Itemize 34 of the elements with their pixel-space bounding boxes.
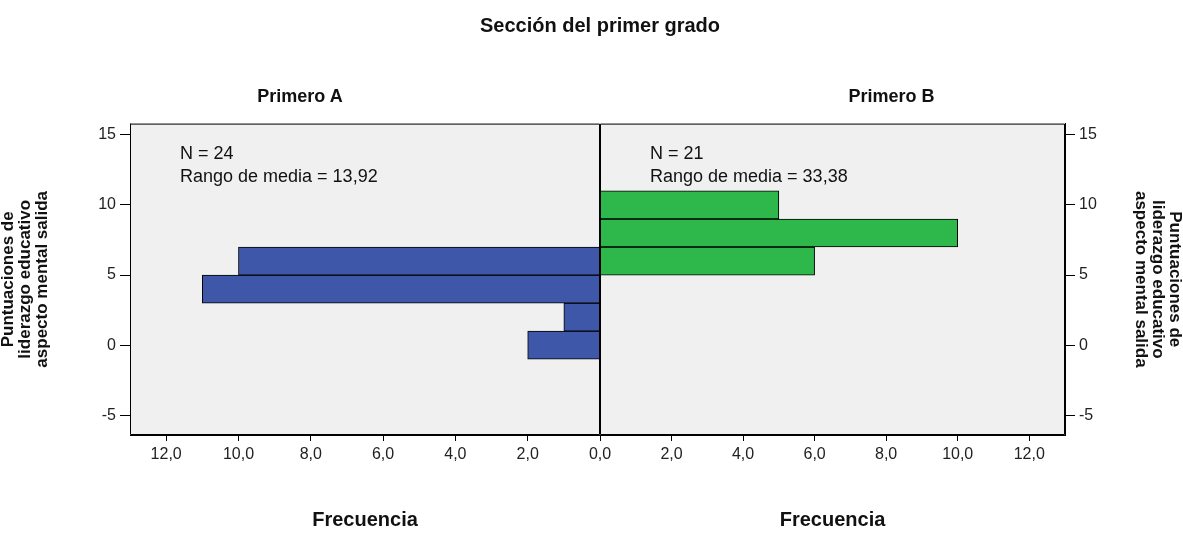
x-tick-label: 6,0 bbox=[803, 445, 826, 463]
x-tick-label: 12,0 bbox=[150, 445, 182, 463]
x-axis-title: Frecuencia bbox=[312, 507, 419, 530]
x-axis-title: Frecuencia bbox=[779, 507, 887, 530]
y-tick-label: 10 bbox=[98, 195, 117, 213]
y-axis-title: Puntuaciones de liderazgo educativo aspecto mental salida bbox=[1131, 190, 1183, 369]
y-tick-label: 15 bbox=[1079, 125, 1097, 143]
x-tick-label: 4,0 bbox=[731, 445, 755, 463]
x-tick-label: 10,0 bbox=[942, 445, 974, 463]
annotation: Rango de media = 33,38 bbox=[650, 165, 848, 186]
y-tick-label: 10 bbox=[1079, 195, 1097, 213]
chart-subtitle: Primero B bbox=[848, 85, 935, 106]
annotation: Rango de media = 13,92 bbox=[180, 165, 378, 186]
y-tick-label: 15 bbox=[98, 125, 117, 143]
annotation: N = 21 bbox=[650, 142, 704, 163]
x-tick-label: 2,0 bbox=[516, 445, 539, 463]
x-tick-label: 0,0 bbox=[588, 445, 612, 463]
y-tick-label: 0 bbox=[1079, 335, 1088, 353]
x-tick-label: 6,0 bbox=[371, 445, 395, 463]
y-tick-label: 0 bbox=[107, 335, 117, 353]
chart-subtitle: Primero A bbox=[257, 85, 343, 106]
y-tick-label: -5 bbox=[101, 405, 117, 423]
x-tick-label: 2,0 bbox=[660, 445, 683, 463]
x-tick-label: 4,0 bbox=[444, 445, 467, 463]
x-tick-label: 8,0 bbox=[299, 445, 322, 463]
x-tick-label: 10,0 bbox=[222, 445, 255, 463]
chart-title: Sección del primer grado bbox=[478, 14, 722, 37]
y-tick-label: 5 bbox=[1079, 265, 1088, 283]
x-tick-label: 8,0 bbox=[875, 445, 898, 463]
annotation: N = 24 bbox=[180, 142, 234, 163]
y-tick-label: 5 bbox=[107, 265, 117, 283]
y-axis-title: Puntuaciones de liderazgo educativo aspecto mental salida bbox=[0, 190, 52, 368]
x-tick-label: 12,0 bbox=[1013, 445, 1045, 463]
y-tick-label: -5 bbox=[1079, 405, 1094, 423]
